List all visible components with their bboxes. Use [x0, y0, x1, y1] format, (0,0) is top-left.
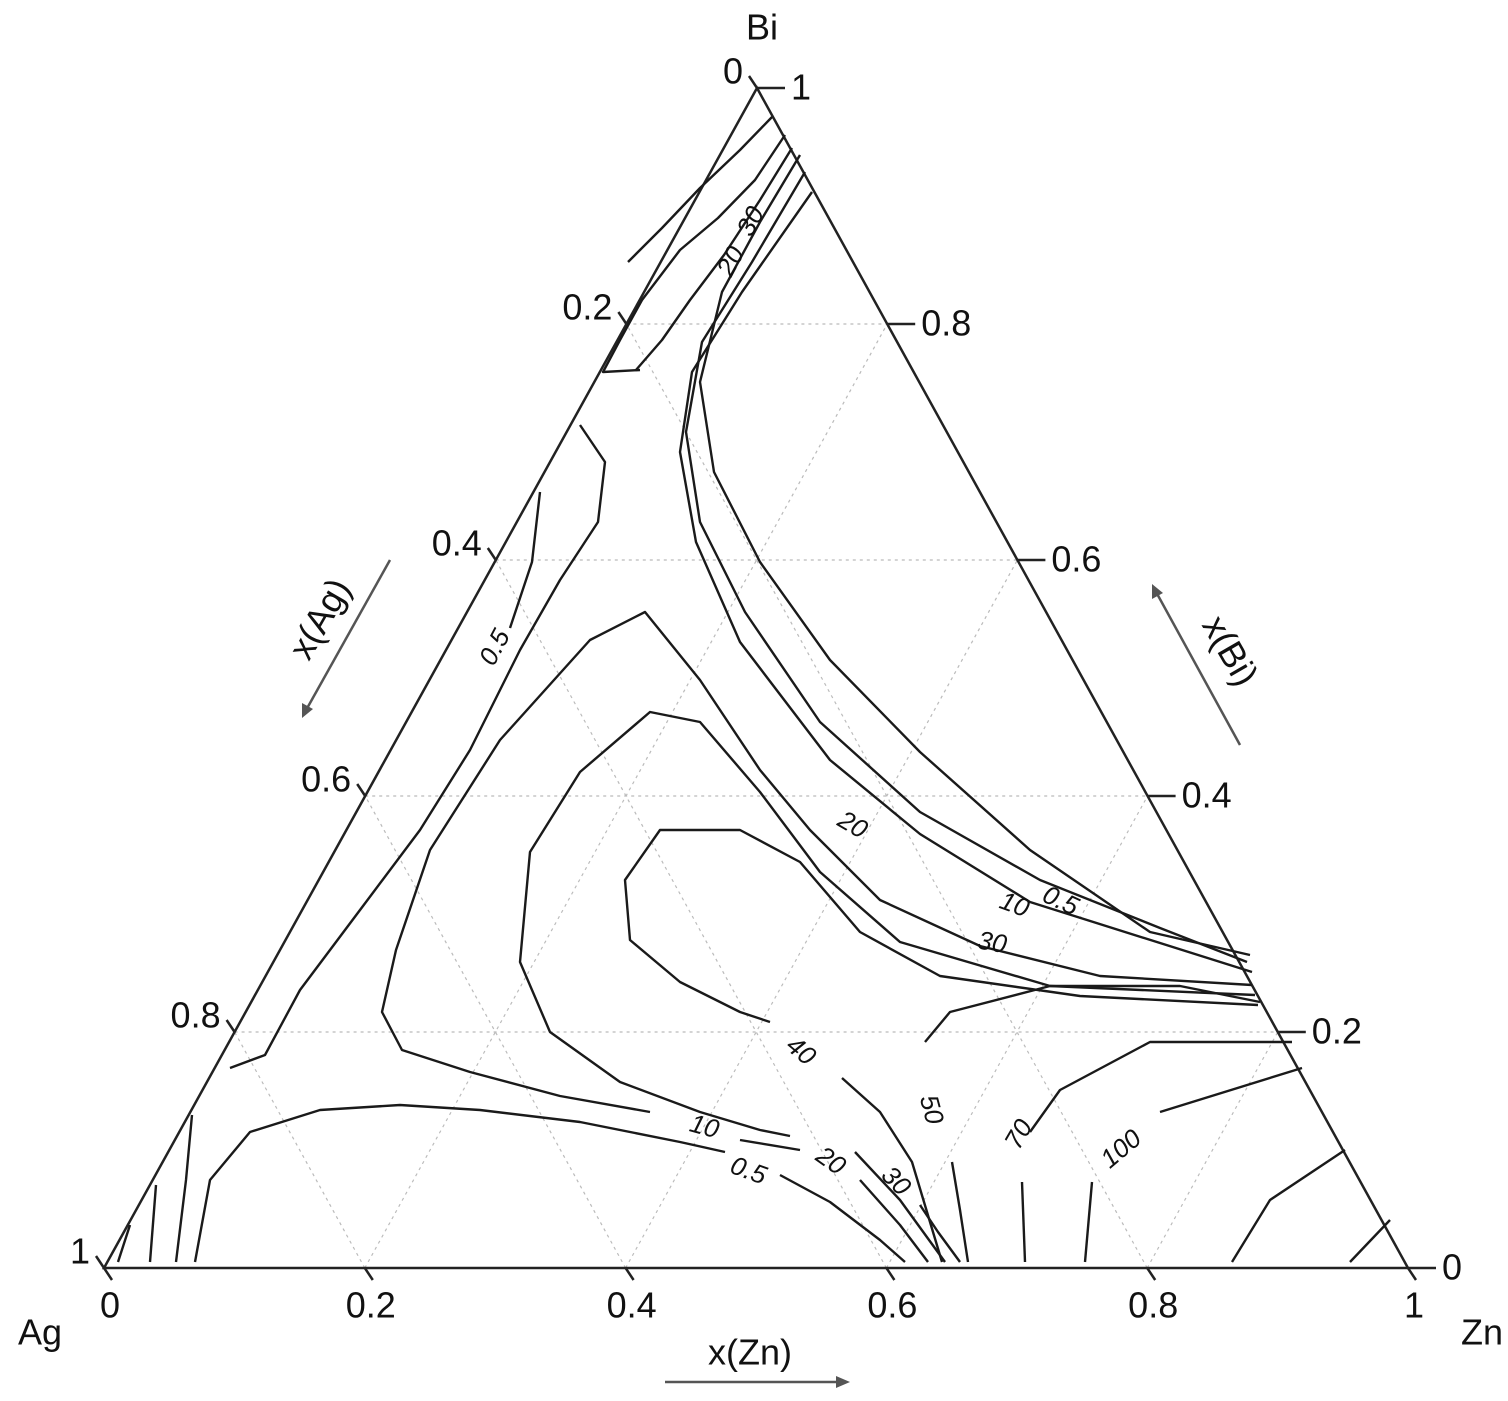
tick-label: 0.8 [921, 303, 971, 344]
axis-label: x(Zn) [708, 1332, 792, 1373]
grid-line [1146, 1031, 1279, 1269]
contour-label: 30 [876, 1160, 918, 1202]
contour-line [1349, 1219, 1391, 1263]
contour-label: 50 [914, 1092, 951, 1128]
contour-line [1083, 1181, 1094, 1263]
tick-mark [225, 1019, 236, 1033]
contour-line [148, 1184, 158, 1263]
arrow-head [836, 1376, 850, 1388]
tick-mark [363, 1267, 374, 1281]
tick-label: 1 [70, 1231, 90, 1272]
arrow-head [302, 703, 313, 718]
tick-label: 1 [791, 67, 811, 108]
tick-label: 0.6 [1051, 539, 1101, 580]
contour-line [739, 1138, 801, 1152]
vertex-label: Bi [746, 7, 778, 48]
tick-label: 0.2 [1312, 1011, 1362, 1052]
contour-line [601, 134, 786, 374]
contour-line [116, 1224, 132, 1263]
contour-line [698, 154, 1251, 957]
contour-label: 10 [996, 885, 1034, 923]
tick-label: 0.6 [301, 759, 351, 800]
contour-line [684, 171, 1248, 964]
contour-line [380, 610, 1253, 1114]
contour-label: 0.5 [1038, 879, 1084, 922]
contour-label: 0.5 [472, 624, 516, 670]
tick-mark [1406, 1267, 1418, 1281]
contour-line [518, 710, 1256, 1138]
grid-line [364, 795, 627, 1269]
tick-label: 0 [723, 51, 743, 92]
grid-line [234, 1031, 366, 1269]
tick-label: 0.8 [171, 995, 221, 1036]
contour-line [635, 147, 794, 371]
contour-line [841, 1077, 944, 1263]
tick-label: 0.2 [562, 287, 612, 328]
tick-mark [624, 1267, 635, 1281]
tick-mark [885, 1267, 896, 1281]
axis-arrows [302, 559, 1242, 1388]
contour-line [919, 1204, 961, 1263]
contour-line [1020, 1181, 1027, 1263]
tick-mark [102, 1267, 114, 1281]
tick-mark [617, 311, 628, 325]
contour-label: 0.5 [727, 1150, 772, 1191]
contour-line [950, 1161, 970, 1263]
arrow [1153, 589, 1242, 746]
tick-mark [94, 1255, 106, 1269]
grid-line [625, 559, 1018, 1269]
vertex-label: Ag [18, 1312, 62, 1353]
contour-line [627, 116, 773, 263]
contour-line [1230, 1149, 1346, 1263]
contour-line [193, 1103, 726, 1263]
vertex-label: Zn [1461, 1312, 1503, 1353]
tick-mark [747, 75, 759, 89]
contour-label: 30 [976, 925, 1010, 960]
contour-label: 100 [1094, 1123, 1147, 1174]
contour-line [678, 191, 1253, 974]
tick-label: 0.6 [867, 1285, 917, 1326]
tick-mark [486, 547, 497, 561]
contour-label: 20 [832, 803, 873, 844]
triangle-edge [101, 85, 1411, 1270]
tick-label: 0 [1442, 1247, 1462, 1288]
tick-label: 0 [100, 1285, 120, 1326]
tick-label: 1 [1404, 1285, 1424, 1326]
contour-line [508, 491, 542, 629]
tick-mark [1146, 1267, 1157, 1281]
contour-line [924, 984, 1261, 1043]
contour-label: 10 [687, 1108, 723, 1145]
tick-label: 0.4 [607, 1285, 657, 1326]
contour-line [859, 1179, 929, 1263]
tick-mark [356, 783, 367, 797]
grid-line [885, 795, 1149, 1269]
contour-label: 40 [781, 1030, 823, 1072]
contour-line [1159, 1066, 1303, 1114]
arrow-head [1152, 584, 1163, 599]
contour-line [623, 828, 1259, 1024]
tick-label: 0.4 [1182, 775, 1232, 816]
axis-label: x(Ag) [280, 571, 359, 666]
grid-line [625, 323, 1148, 1269]
contour-line [779, 1173, 906, 1263]
contour-line [854, 1151, 946, 1263]
tick-label: 0.8 [1128, 1285, 1178, 1326]
tick-label: 0.4 [432, 523, 482, 564]
contour-line [229, 424, 607, 1070]
contour-label: 20 [810, 1139, 852, 1181]
tick-label: 0.2 [346, 1285, 396, 1326]
grid-line [495, 559, 887, 1269]
contour-line [174, 1114, 194, 1263]
contour-line [1029, 1040, 1292, 1133]
contour-label: 70 [998, 1113, 1039, 1154]
arrow [303, 559, 392, 713]
